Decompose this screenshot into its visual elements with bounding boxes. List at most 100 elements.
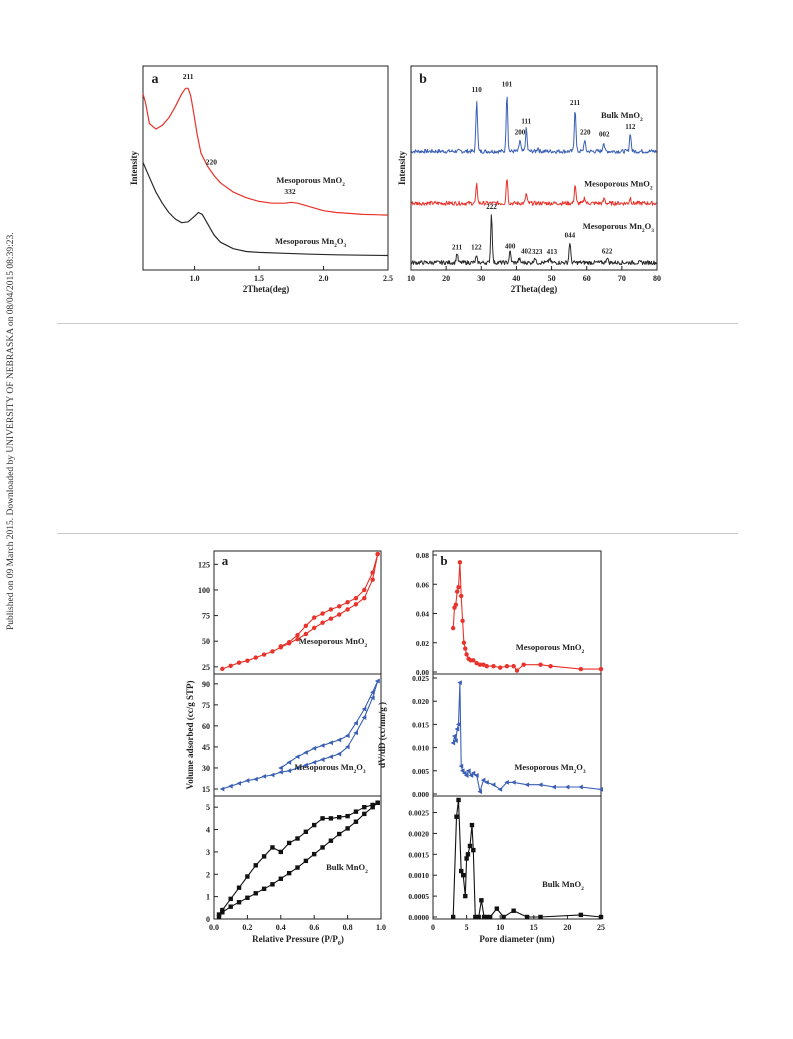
bet-point-2-desorption-13 bbox=[270, 845, 275, 850]
bet-ytick-label-15: 1 bbox=[206, 893, 210, 902]
bet-series-label-1: Mesoporous Mn2O3 bbox=[294, 762, 366, 775]
bet-point-2-desorption-1 bbox=[370, 802, 375, 808]
bet-series-label-1-sub2: 3 bbox=[363, 769, 366, 775]
bet-point-0-desorption-0 bbox=[375, 551, 380, 557]
bjh-point-2-23 bbox=[598, 914, 604, 920]
bjh-series-label-1-main2: O bbox=[576, 762, 583, 772]
bjh-point-1-15 bbox=[480, 777, 486, 783]
bjh-point-2-11 bbox=[473, 914, 478, 920]
xrd-wide-series-line-1 bbox=[410, 179, 657, 206]
bjh-point-2-7 bbox=[465, 852, 471, 857]
bet-frame bbox=[213, 550, 382, 920]
xrd-wide-series-label-2: Mesoporous Mn2O3 bbox=[583, 221, 655, 234]
bet-point-1-desorption-7 bbox=[319, 743, 325, 748]
bjh-series-label-1-main: Mesoporous Mn bbox=[514, 762, 573, 772]
bet-point-2-desorption-12 bbox=[278, 849, 283, 855]
xrd-wide-series-label-0: Bulk MnO2 bbox=[601, 110, 643, 123]
bet-xlabel-sub: 0 bbox=[338, 941, 341, 947]
bjh-ytick-label-1-3: 0.015 bbox=[412, 720, 429, 729]
bet-point-2-adsorption-17 bbox=[353, 819, 359, 824]
bet-point-1-adsorption-16 bbox=[353, 730, 358, 736]
bjh-point-0-15 bbox=[477, 662, 483, 667]
xrd-wide-series-label-1-main: Mesoporous MnO bbox=[584, 179, 650, 189]
xrd-wide-peak-label-9: 211 bbox=[452, 244, 463, 252]
bjh-point-0-26 bbox=[578, 666, 584, 672]
bjh-point-1-9 bbox=[464, 773, 469, 778]
bjh-point-0-25 bbox=[548, 663, 553, 669]
bjh-point-2-21 bbox=[538, 914, 543, 920]
bjh-point-0-24 bbox=[538, 662, 543, 667]
bet-point-2-desorption-19 bbox=[220, 907, 225, 913]
bet-point-0-desorption-12 bbox=[278, 644, 283, 649]
bet-point-1-adsorption-8 bbox=[286, 768, 292, 774]
bjh-point-0-5 bbox=[457, 560, 463, 565]
bet-point-2-adsorption-12 bbox=[312, 851, 317, 857]
bjh-ytick-label-1-0: 0.000 bbox=[412, 790, 429, 799]
bet-ytick-label-14: 2 bbox=[206, 870, 210, 879]
bet-point-0-desorption-8 bbox=[312, 615, 317, 620]
bet-xlabel-end: ) bbox=[341, 934, 344, 944]
bjh-ytick-label-0-0: 0.00 bbox=[416, 668, 429, 677]
bjh-point-1-0 bbox=[450, 740, 456, 746]
bjh-point-1-10 bbox=[466, 768, 471, 774]
xrd-wide-ylabel: Intensity bbox=[397, 151, 407, 186]
xrd-low-tick-label-1: 1.5 bbox=[254, 274, 264, 283]
xrd-wide-tick-label-4: 50 bbox=[548, 274, 556, 283]
bet-series-label-1-main: Mesoporous Mn bbox=[294, 762, 353, 772]
bjh-point-1-6 bbox=[458, 763, 464, 769]
bjh-xtick-label-0: 0 bbox=[431, 923, 435, 932]
bjh-ytick-label-1-5: 0.025 bbox=[412, 674, 429, 683]
bet-point-0-adsorption-14 bbox=[337, 612, 342, 617]
bjh-point-0-27 bbox=[598, 666, 604, 672]
bet-point-2-desorption-17 bbox=[236, 885, 242, 890]
xrd-low-peak-label-1: 220 bbox=[206, 157, 218, 166]
bet-point-1-adsorption-14 bbox=[336, 751, 342, 757]
bjh-xtick-label-1: 5 bbox=[465, 923, 469, 932]
xrd-wide-peak-label-14: 413 bbox=[547, 248, 558, 256]
bet-point-2-desorption-18 bbox=[228, 896, 233, 902]
bjh-point-2-18 bbox=[501, 914, 506, 920]
bjh-ytick-label-0-4: 0.08 bbox=[416, 551, 429, 560]
bjh-point-2-0 bbox=[450, 914, 456, 920]
bet-point-2-adsorption-9 bbox=[286, 870, 292, 876]
bet-point-0-adsorption-15 bbox=[345, 607, 350, 612]
bjh-ytick-label-2-2: 0.0010 bbox=[408, 871, 429, 880]
bjh-point-2-3 bbox=[459, 868, 464, 874]
bet-xtick-label-3: 0.6 bbox=[309, 923, 319, 932]
bjh-series-label-0: Mesoporous MnO2 bbox=[516, 642, 585, 655]
bjh-point-0-21 bbox=[511, 663, 516, 669]
bet-point-2-desorption-7 bbox=[320, 816, 325, 821]
bet-ytick-label-13: 3 bbox=[206, 848, 210, 857]
bjh-point-0-10 bbox=[464, 652, 469, 657]
bet-point-1-adsorption-6 bbox=[269, 772, 275, 778]
xrd-wide-series-label-0-main: Bulk MnO bbox=[601, 110, 640, 120]
bjh-point-2-13 bbox=[479, 898, 484, 903]
bet-point-0-desorption-4 bbox=[345, 600, 350, 605]
bjh-point-2-2 bbox=[456, 797, 461, 803]
xrd-wide-peak-label-6: 002 bbox=[599, 130, 610, 138]
xrd-low-peak-label-0: 211 bbox=[183, 72, 194, 81]
bet-point-1-desorption-3 bbox=[353, 720, 358, 726]
xrd-wide-tick-label-7: 80 bbox=[653, 274, 661, 283]
bet-ytick-label-2: 75 bbox=[202, 612, 210, 621]
bet-series-line-2 bbox=[218, 802, 378, 915]
bet-point-2-desorption-3 bbox=[353, 809, 359, 814]
bjh-xtick-label-5: 25 bbox=[597, 923, 605, 932]
xrd-wide-series-label-1: Mesoporous MnO2 bbox=[584, 179, 653, 192]
bjh-point-0-13 bbox=[471, 658, 476, 663]
bjh-series-label-2-main: Bulk MnO bbox=[542, 879, 581, 889]
bet-point-2-desorption-0 bbox=[375, 800, 380, 805]
bet-point-2-desorption-6 bbox=[328, 816, 334, 821]
bet-series-label-0-sub: 2 bbox=[364, 643, 367, 649]
bjh-point-0-20 bbox=[504, 663, 510, 669]
xrd-wide-peak-label-7: 112 bbox=[625, 123, 636, 131]
bet-point-0-adsorption-5 bbox=[261, 652, 267, 657]
bet-series-line-0 bbox=[280, 553, 379, 647]
bjh-series-label-0-sub: 2 bbox=[581, 649, 584, 655]
bet-ytick-label-11: 5 bbox=[206, 803, 210, 812]
bjh-point-2-14 bbox=[481, 914, 487, 920]
bet-point-0-desorption-10 bbox=[295, 632, 300, 638]
bet-point-1-desorption-11 bbox=[286, 759, 292, 765]
bet-point-0-desorption-3 bbox=[353, 595, 359, 601]
bjh-ytick-label-0-1: 0.02 bbox=[416, 639, 429, 648]
